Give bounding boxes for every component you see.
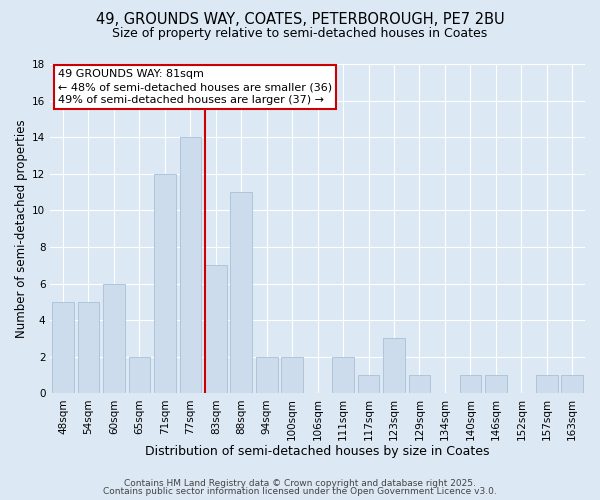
Bar <box>154 174 176 394</box>
Bar <box>460 375 481 394</box>
Text: Size of property relative to semi-detached houses in Coates: Size of property relative to semi-detach… <box>112 28 488 40</box>
Bar <box>256 357 278 394</box>
Bar <box>77 302 99 394</box>
Text: Contains public sector information licensed under the Open Government Licence v3: Contains public sector information licen… <box>103 487 497 496</box>
Bar <box>205 266 227 394</box>
Bar <box>230 192 252 394</box>
Bar <box>409 375 430 394</box>
Text: Contains HM Land Registry data © Crown copyright and database right 2025.: Contains HM Land Registry data © Crown c… <box>124 478 476 488</box>
Bar <box>281 357 303 394</box>
Bar <box>179 137 201 394</box>
Bar <box>485 375 507 394</box>
Bar <box>128 357 150 394</box>
Bar <box>52 302 74 394</box>
Bar <box>332 357 354 394</box>
Bar <box>358 375 379 394</box>
Bar <box>562 375 583 394</box>
Bar <box>383 338 405 394</box>
Text: 49, GROUNDS WAY, COATES, PETERBOROUGH, PE7 2BU: 49, GROUNDS WAY, COATES, PETERBOROUGH, P… <box>95 12 505 28</box>
X-axis label: Distribution of semi-detached houses by size in Coates: Distribution of semi-detached houses by … <box>145 444 490 458</box>
Bar <box>103 284 125 394</box>
Text: 49 GROUNDS WAY: 81sqm
← 48% of semi-detached houses are smaller (36)
49% of semi: 49 GROUNDS WAY: 81sqm ← 48% of semi-deta… <box>58 69 332 106</box>
Y-axis label: Number of semi-detached properties: Number of semi-detached properties <box>15 120 28 338</box>
Bar <box>536 375 557 394</box>
